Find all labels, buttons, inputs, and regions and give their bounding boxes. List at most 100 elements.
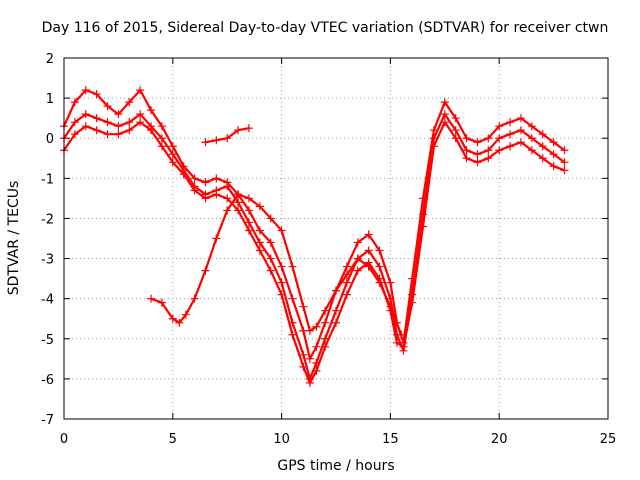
data-point — [190, 294, 199, 303]
data-point — [342, 270, 351, 279]
data-point — [223, 206, 232, 215]
data-point — [312, 366, 321, 375]
data-point — [212, 190, 221, 199]
data-point — [114, 130, 123, 139]
data-point — [157, 122, 166, 131]
data-point — [549, 150, 558, 159]
data-point — [147, 106, 156, 115]
data-point — [538, 154, 547, 163]
data-point — [175, 318, 184, 327]
data-point — [342, 262, 351, 271]
data-point — [288, 330, 297, 339]
axis-ticks — [63, 57, 609, 420]
data-point — [244, 218, 253, 227]
data-point — [255, 202, 264, 211]
data-point — [495, 146, 504, 155]
data-point — [201, 178, 210, 187]
y-tick-labels: -7 -6 -5 -4 -3 -2 -1 0 1 2 — [41, 52, 54, 428]
data-point — [212, 234, 221, 243]
data-point — [168, 158, 177, 167]
data-point — [375, 262, 384, 271]
y-tick-label: 0 — [46, 132, 54, 147]
data-point — [70, 118, 79, 127]
data-point — [375, 278, 384, 287]
data-point — [266, 266, 275, 275]
y-tick-label: -3 — [41, 253, 54, 268]
data-point — [277, 226, 286, 235]
y-tick-label: -4 — [41, 293, 54, 308]
data-point — [473, 158, 482, 167]
data-point — [408, 298, 417, 307]
x-tick-label: 10 — [273, 432, 290, 447]
data-point — [234, 198, 243, 207]
data-point — [516, 126, 525, 135]
data-point — [125, 98, 134, 107]
data-point — [81, 110, 90, 119]
data-point — [451, 134, 460, 143]
data-point — [462, 134, 471, 143]
data-point — [549, 138, 558, 147]
data-point — [516, 138, 525, 147]
chart-title: Day 116 of 2015, Sidereal Day-to-day VTE… — [42, 20, 609, 36]
data-point — [506, 118, 515, 127]
data-point — [212, 174, 221, 183]
data-point — [190, 186, 199, 195]
data-point — [125, 118, 134, 127]
y-tick-label: 1 — [46, 92, 54, 107]
data-point — [168, 314, 177, 323]
data-point — [305, 378, 314, 387]
series-5 — [201, 124, 253, 147]
data-point — [181, 310, 190, 319]
data-point — [277, 290, 286, 299]
data-point — [157, 134, 166, 143]
data-point — [495, 122, 504, 131]
data-point — [255, 238, 264, 247]
x-tick-label: 0 — [60, 432, 68, 447]
data-point — [392, 338, 401, 347]
data-point — [506, 142, 515, 151]
data-point — [473, 138, 482, 147]
data-point — [81, 122, 90, 131]
data-point — [440, 110, 449, 119]
data-point — [305, 326, 314, 335]
y-tick-label: -7 — [41, 413, 54, 428]
data-point — [560, 146, 569, 155]
data-point — [147, 126, 156, 135]
data-point — [114, 110, 123, 119]
data-point — [103, 102, 112, 111]
series-line — [62, 113, 566, 380]
data-point — [321, 306, 330, 315]
y-tick-label: -6 — [41, 373, 54, 388]
data-point — [255, 226, 264, 235]
x-tick-label: 15 — [382, 432, 399, 447]
data-point — [321, 342, 330, 351]
data-point — [342, 290, 351, 299]
data-point — [386, 278, 395, 287]
data-point — [201, 138, 210, 147]
data-point — [92, 126, 101, 135]
y-tick-label: -1 — [41, 172, 54, 187]
data-point — [255, 246, 264, 255]
data-point — [527, 134, 536, 143]
data-point — [527, 122, 536, 131]
data-point — [266, 254, 275, 263]
data-point — [136, 118, 145, 127]
data-point — [266, 238, 275, 247]
data-point — [429, 142, 438, 151]
data-point — [136, 86, 145, 95]
series-line — [62, 121, 566, 384]
data-point — [168, 150, 177, 159]
data-point — [157, 298, 166, 307]
data-point — [440, 118, 449, 127]
series-layer — [60, 86, 569, 387]
data-point — [157, 142, 166, 151]
data-point — [462, 146, 471, 155]
data-point — [277, 262, 286, 271]
data-point — [244, 124, 253, 133]
data-point — [473, 150, 482, 159]
plot-frame — [63, 57, 609, 420]
data-point — [386, 302, 395, 311]
data-point — [375, 246, 384, 255]
data-point — [223, 194, 232, 203]
data-point — [484, 134, 493, 143]
